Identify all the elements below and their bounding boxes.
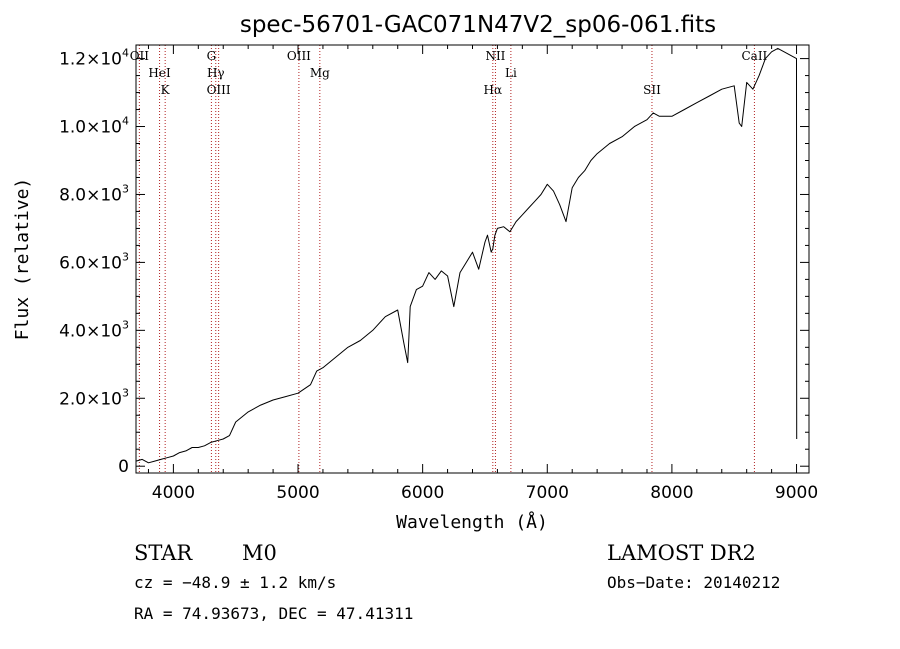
y-axis-label: Flux (relative)	[12, 178, 33, 341]
x-axis-ticks: 4000 5000 6000 7000 8000 9000	[147, 45, 818, 503]
spectral-line-label: OIII	[207, 83, 231, 97]
object-subclass: M0	[242, 541, 277, 565]
y-tick-label: 6.0×103	[59, 250, 129, 273]
y-tick-label: 4.0×103	[59, 318, 129, 341]
y-tick-label: 0	[118, 457, 129, 477]
spectral-line-label: K	[161, 83, 171, 97]
plot-frame	[135, 44, 810, 474]
coordinates: RA = 74.93673, DEC = 47.41311	[134, 604, 413, 623]
spectral-line-label: Hγ	[207, 66, 225, 80]
spectral-line-label: Mg	[310, 66, 330, 80]
redshift-value: cz = −48.9 ± 1.2 km/s	[134, 573, 336, 592]
obs-date: Obs−Date: 20140212	[607, 573, 780, 592]
spectrum-series	[135, 47, 798, 464]
y-tick-label: 2.0×103	[59, 386, 129, 409]
spectral-line-label: CaII	[741, 49, 767, 63]
spectral-line-label: Li	[505, 66, 517, 80]
spectral-line-label: OII	[130, 49, 150, 63]
y-tick-label: 1.2×104	[59, 47, 129, 70]
y-axis-ticks: 0 2.0×103 4.0×103 6.0×103 8.0×103 1.0×104 1.2×…	[59, 47, 809, 477]
spectral-line-label: OIII	[287, 49, 311, 63]
survey-name: LAMOST DR2	[607, 541, 756, 565]
x-tick-label: 9000	[775, 483, 818, 503]
spectral-line-label: G	[207, 49, 217, 63]
spectral-line-label: Hα	[484, 83, 503, 97]
chart-title: spec-56701-GAC071N47V2_sp06-061.fits	[240, 12, 716, 38]
x-tick-label: 7000	[526, 483, 569, 503]
x-axis-label: Wavelength (Å)	[396, 511, 548, 533]
x-tick-label: 8000	[650, 483, 693, 503]
y-tick-label: 1.0×104	[59, 115, 129, 138]
spectral-line-label: HeI	[148, 66, 171, 80]
x-tick-label: 5000	[276, 483, 319, 503]
spectral-line-label: NII	[485, 49, 505, 63]
x-tick-label: 6000	[401, 483, 444, 503]
object-class: STAR	[134, 541, 193, 565]
x-tick-label: 4000	[152, 483, 195, 503]
spectrum-line	[135, 47, 798, 464]
y-tick-label: 8.0×103	[59, 182, 129, 205]
spectral-line-label: SII	[643, 83, 661, 97]
